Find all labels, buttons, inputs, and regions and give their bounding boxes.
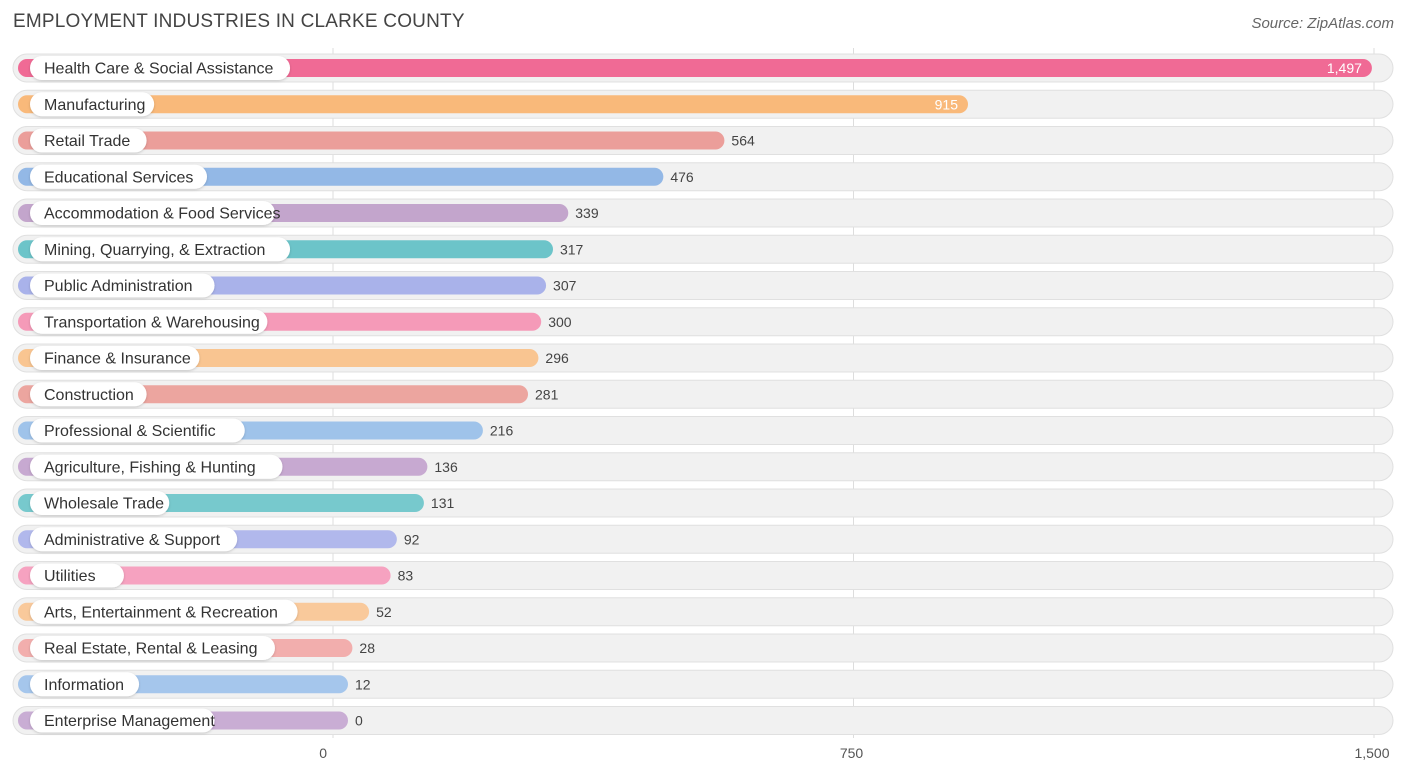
- category-label-pill: [30, 164, 207, 189]
- value-label: 317: [560, 241, 584, 257]
- bar-row: Public Administration 307: [12, 271, 1394, 300]
- category-label-pill: [30, 309, 268, 334]
- bar-row: Administrative & Support 92: [12, 524, 1394, 554]
- bar: [18, 59, 1372, 77]
- bar-row: Manufacturing 915: [12, 89, 1394, 119]
- value-label: 136: [434, 459, 458, 475]
- category-label-pill: [30, 201, 275, 225]
- source-label: Source: ZipAtlas.com: [1251, 15, 1394, 32]
- value-label: 476: [670, 169, 694, 185]
- bar: [18, 95, 969, 114]
- category-label-pill: [30, 346, 200, 370]
- bar-row: Real Estate, Rental & Leasing 28: [12, 633, 1394, 663]
- bar-row: Transportation & Warehousing 300: [12, 307, 1394, 337]
- category-label-pill: [30, 636, 275, 660]
- bar-row: Health Care & Social Assistance 1,497: [12, 53, 1394, 83]
- category-label-pill: [30, 237, 291, 262]
- value-label: 131: [431, 495, 455, 511]
- value-label: 300: [548, 314, 572, 330]
- category-label: Wholesale Trade: [44, 496, 164, 513]
- category-label-pill: [30, 672, 140, 697]
- value-label: 307: [553, 278, 577, 294]
- value-label: 52: [376, 604, 392, 620]
- category-label: Accommodation & Food Services: [44, 206, 281, 223]
- bar-row: Accommodation & Food Services 339: [12, 198, 1394, 228]
- category-label-pill: [30, 563, 124, 588]
- bar-row: Retail Trade 564: [12, 126, 1394, 155]
- category-label-pill: [30, 128, 147, 153]
- category-label: Professional & Scientific: [44, 423, 216, 440]
- value-label: 83: [398, 568, 414, 584]
- bar-row: Utilities 83: [12, 561, 1394, 590]
- bar-row: Finance & Insurance 296: [12, 343, 1394, 373]
- value-label: 915: [935, 96, 959, 112]
- category-label: Educational Services: [44, 169, 193, 186]
- category-label-pill: [30, 708, 215, 733]
- chart-title: EMPLOYMENT INDUSTRIES IN CLARKE COUNTY: [13, 11, 465, 32]
- x-tick-label: 750: [840, 745, 864, 761]
- value-label: 12: [355, 676, 371, 692]
- x-tick-label: 1,500: [1354, 745, 1389, 761]
- value-label: 339: [575, 205, 599, 221]
- value-label: 1,497: [1327, 60, 1362, 76]
- bar-row: Information 12: [12, 669, 1394, 699]
- bar-row: Enterprise Management 0: [12, 706, 1394, 735]
- bar-track: [12, 706, 1394, 735]
- bar-row: Educational Services 476: [12, 162, 1394, 192]
- bar-row: Construction 281: [12, 379, 1394, 409]
- category-label: Administrative & Support: [44, 532, 221, 549]
- value-label: 564: [731, 133, 755, 149]
- bar-row: Mining, Quarrying, & Extraction 317: [12, 234, 1394, 264]
- category-label-pill: [30, 599, 298, 624]
- category-label: Arts, Entertainment & Recreation: [44, 604, 278, 621]
- category-label: Utilities: [44, 568, 96, 585]
- category-label: Transportation & Warehousing: [44, 314, 260, 331]
- value-label: 28: [359, 640, 375, 656]
- bar-row: Agriculture, Fishing & Hunting 136: [12, 452, 1394, 482]
- category-label-pill: [30, 418, 245, 443]
- bar-track: [12, 669, 1394, 699]
- category-label: Manufacturing: [44, 97, 145, 114]
- category-label-pill: [30, 454, 283, 479]
- category-label-pill: [30, 527, 238, 552]
- bar-row: Arts, Entertainment & Recreation 52: [12, 597, 1394, 627]
- bar-track: [12, 633, 1394, 663]
- category-label: Retail Trade: [44, 133, 130, 150]
- category-label: Real Estate, Rental & Leasing: [44, 641, 257, 658]
- category-label: Information: [44, 677, 124, 694]
- bar-row: Professional & Scientific 216: [12, 416, 1394, 445]
- category-label-pill: [30, 92, 155, 117]
- category-label-pill: [30, 491, 170, 515]
- value-label: 216: [490, 423, 514, 439]
- category-label: Finance & Insurance: [44, 351, 191, 368]
- value-label: 0: [355, 713, 363, 729]
- bar-row: Wholesale Trade 131: [12, 488, 1394, 518]
- x-tick-label: 0: [319, 745, 327, 761]
- category-label: Construction: [44, 387, 134, 404]
- category-label: Agriculture, Fishing & Hunting: [44, 459, 256, 476]
- category-label-pill: [30, 273, 215, 298]
- bar: [18, 131, 725, 150]
- category-label: Enterprise Management: [44, 713, 215, 730]
- value-label: 296: [545, 350, 569, 366]
- value-label: 281: [535, 386, 559, 402]
- value-label: 92: [404, 531, 420, 547]
- category-label-pill: [30, 382, 147, 407]
- category-label-pill: [30, 56, 291, 80]
- category-label: Health Care & Social Assistance: [44, 61, 274, 78]
- category-label: Public Administration: [44, 278, 193, 295]
- category-label: Mining, Quarrying, & Extraction: [44, 242, 265, 259]
